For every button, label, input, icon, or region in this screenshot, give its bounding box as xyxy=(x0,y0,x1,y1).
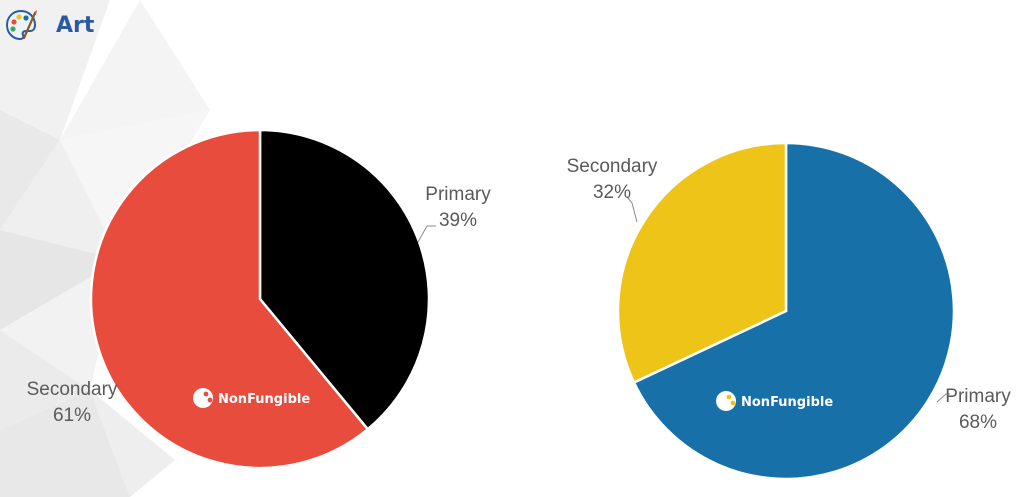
pie-slice-primary xyxy=(632,141,956,481)
pie-chart-art-2: NonFungible Primary 68% Secondary 32% xyxy=(567,141,1011,481)
slice-percent-primary: 68% xyxy=(959,412,997,433)
pie-slice-secondary xyxy=(616,141,788,385)
pie-slice-primary xyxy=(258,128,431,431)
pie-chart-art-1: NonFungible Primary 39% Secondary 61% xyxy=(27,128,491,470)
slice-label-secondary: Secondary xyxy=(27,379,118,400)
leader-line xyxy=(626,196,638,223)
slice-label-primary: Primary xyxy=(945,386,1011,407)
slice-label-secondary: Secondary xyxy=(567,156,658,177)
leader-line xyxy=(417,225,436,243)
watermark-text: NonFungible xyxy=(741,395,833,410)
slice-percent-secondary: 61% xyxy=(53,405,91,426)
slice-percent-secondary: 32% xyxy=(593,182,631,203)
slice-label-primary: Primary xyxy=(425,184,491,205)
slice-percent-primary: 39% xyxy=(439,210,477,231)
leader-line xyxy=(936,393,950,403)
watermark-text: NonFungible xyxy=(218,392,310,407)
pie-slice-secondary xyxy=(89,128,370,470)
page-title: Art xyxy=(56,12,95,38)
nonfungible-watermark: NonFungible xyxy=(193,388,310,408)
page-header: Art xyxy=(4,8,94,42)
nonfungible-watermark: NonFungible xyxy=(716,391,833,411)
palette-icon xyxy=(5,9,37,41)
